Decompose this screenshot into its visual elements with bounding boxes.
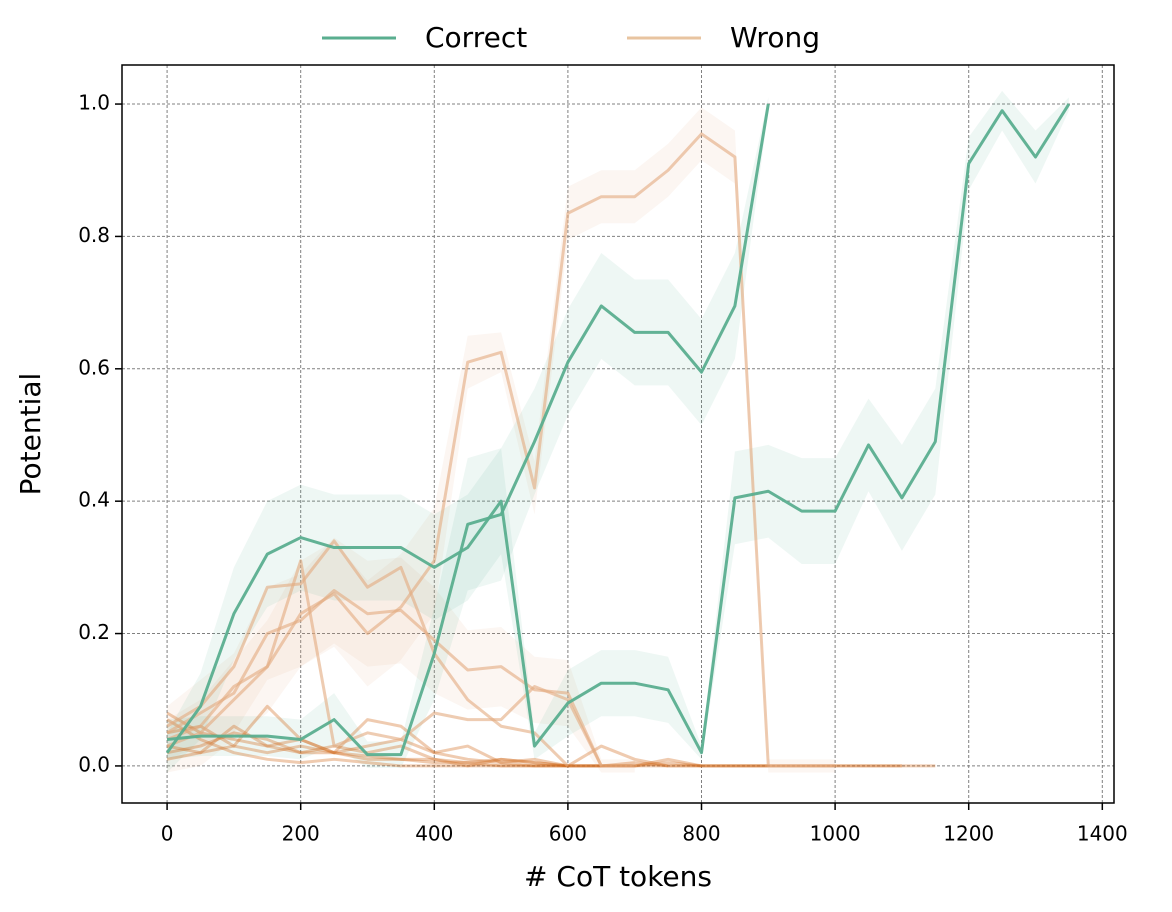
line [165,103,1071,755]
x-tick-label: 200 [282,822,320,846]
line [166,724,568,768]
plot-frame [121,64,1115,804]
y-tick-label: 0.0 [78,752,110,776]
line [166,132,836,768]
y-tick-label: 0.4 [78,488,110,512]
legend-label: Wrong [730,21,820,54]
legend-label: Correct [425,21,527,54]
y-tick-label: 1.0 [78,91,110,115]
x-tick-label: 1200 [943,822,994,846]
error-band [167,537,635,773]
x-tick-label: 1000 [810,822,861,846]
y-tick-label: 0.8 [78,223,110,247]
line [166,539,569,768]
x-tick-label: 800 [682,822,720,846]
y-tick-label: 0.6 [78,355,110,379]
line [166,724,769,768]
line [166,704,669,768]
x-tick-label: 400 [415,822,453,846]
series-layer [165,90,1071,773]
x-tick-label: 0 [161,822,174,846]
error-band [167,90,1069,773]
x-axis-label: # CoT tokens [524,860,712,893]
y-axis-label: Potential [14,373,47,496]
line [166,103,770,757]
x-tick-label: 1400 [1077,822,1128,846]
error-band [167,107,836,773]
x-tick-label: 600 [549,822,587,846]
y-tick-label: 0.2 [78,620,110,644]
line [166,589,635,768]
